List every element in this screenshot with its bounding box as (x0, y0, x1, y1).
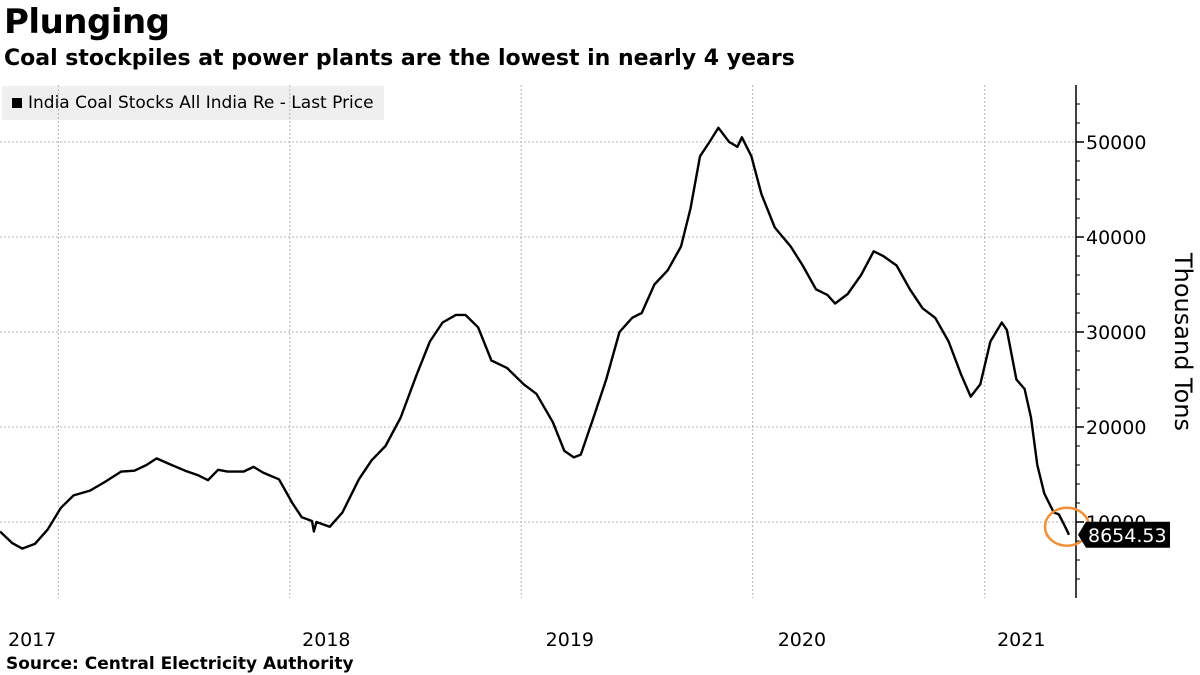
legend: India Coal Stocks All India Re - Last Pr… (2, 86, 384, 120)
chart-subtitle: Coal stockpiles at power plants are the … (4, 46, 795, 71)
x-tick-label: 2021 (997, 629, 1045, 651)
x-tick-label: 2020 (778, 629, 826, 651)
last-value-label: 8654.53 (1088, 525, 1167, 547)
y-tick-label: 50000 (1086, 132, 1146, 154)
last-value-badge-shape (1078, 521, 1170, 548)
y-tick-label: 20000 (1086, 417, 1146, 439)
y-axis-title: Thousand Tons (1169, 252, 1197, 431)
y-tick-label: 30000 (1086, 322, 1146, 344)
x-tick-label: 2017 (8, 629, 56, 651)
source-note: Source: Central Electricity Authority (6, 654, 354, 674)
last-value-badge: 8654.53 (1078, 521, 1170, 548)
chart-title: Plunging (4, 2, 170, 42)
legend-swatch (12, 98, 22, 108)
x-tick-label: 2019 (546, 629, 594, 651)
y-tick-label: 40000 (1086, 227, 1146, 249)
x-tick-label: 2018 (302, 629, 350, 651)
legend-label: India Coal Stocks All India Re - Last Pr… (28, 93, 374, 113)
y-axis: 1000020000300004000050000 (1075, 85, 1146, 598)
grid (0, 85, 1076, 598)
series-line (0, 126, 1071, 550)
x-axis: 2017 2018 2019 2020 2021 (8, 629, 1045, 651)
